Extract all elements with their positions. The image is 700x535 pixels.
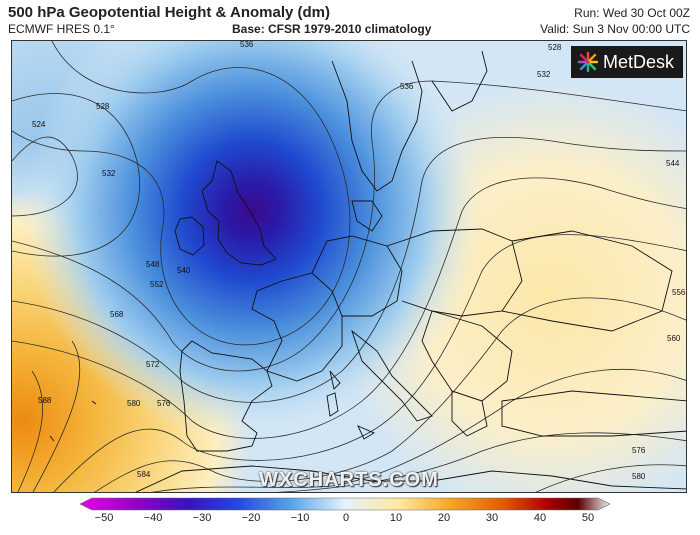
contour-label: 536	[240, 41, 254, 49]
contour-label: 584	[137, 470, 151, 479]
poland-outline	[386, 228, 523, 317]
germany-outline	[311, 235, 403, 317]
metdesk-star-logo-icon	[577, 51, 599, 73]
anomaly-colorbar	[80, 497, 610, 511]
ireland-outline	[174, 216, 205, 256]
iberia-outline	[179, 340, 273, 452]
metdesk-logo: MetDesk	[571, 46, 683, 78]
denmark-outline	[351, 200, 383, 232]
contour-label-group: 524 528 532 536 536 528 532 540 544 548 …	[32, 41, 686, 481]
turkey-outline	[501, 390, 686, 437]
colorbar-tick: 40	[533, 512, 547, 524]
base-climatology-label: Base: CFSR 1979-2010 climatology	[232, 22, 432, 36]
contour-label: 544	[666, 159, 680, 168]
italy-outline	[351, 329, 433, 422]
sardinia-outline	[326, 392, 339, 417]
colorbar-gradient	[80, 497, 610, 511]
contour-label: 576	[632, 446, 646, 455]
colorbar-tick: −30	[192, 512, 212, 524]
contour-label: 540	[177, 266, 191, 275]
contour-label: 528	[548, 43, 562, 52]
uk-low-anomaly-shading	[12, 41, 686, 492]
north-africa-coast	[135, 465, 686, 492]
contour-label: 556	[672, 288, 686, 297]
weather-map[interactable]: 524 528 532 536 536 528 532 540 544 548 …	[11, 40, 687, 493]
azores-island	[49, 435, 55, 442]
contour-label: 536	[400, 82, 414, 91]
geopotential-contours	[12, 41, 686, 492]
contour-label: 532	[102, 169, 116, 178]
contour-label: 588	[38, 396, 52, 405]
coastlines-and-borders	[49, 50, 686, 492]
corsica-outline	[329, 370, 341, 390]
contour-label: 528	[96, 102, 110, 111]
contour-label: 580	[127, 399, 141, 408]
colorbar-ticks: −50 −40 −30 −20 −10 0 10 20 30 40 50	[0, 512, 700, 530]
contour-label: 568	[110, 310, 124, 319]
contour-label: 580	[632, 472, 646, 481]
run-time-label: Run: Wed 30 Oct 00Z	[574, 6, 690, 20]
contour-label: 560	[667, 334, 681, 343]
colorbar-tick: 10	[389, 512, 403, 524]
metdesk-logo-text: MetDesk	[603, 51, 675, 72]
contour-label: 548	[146, 260, 160, 269]
chart-title: 500 hPa Geopotential Height & Anomaly (d…	[8, 4, 330, 21]
contour-label: 532	[537, 70, 551, 79]
contour-label: 552	[150, 280, 164, 289]
finland-outline	[431, 50, 488, 112]
colorbar-tick: 20	[437, 512, 451, 524]
colorbar-tick: −40	[143, 512, 163, 524]
colorbar-tick: 0	[342, 512, 350, 524]
contour-label: 572	[146, 360, 160, 369]
great-britain-outline	[201, 160, 277, 266]
colorbar-tick: −10	[290, 512, 310, 524]
sicily-outline	[357, 425, 375, 440]
colorbar-tick: −20	[241, 512, 261, 524]
colorbar-tick: 50	[581, 512, 595, 524]
model-label: ECMWF HRES 0.1°	[8, 22, 115, 36]
colorbar-tick: −50	[94, 512, 114, 524]
contour-label: 576	[157, 399, 171, 408]
valid-time-label: Valid: Sun 3 Nov 00:00 UTC	[540, 22, 690, 36]
contour-label: 524	[32, 120, 46, 129]
greece-outline	[451, 390, 488, 437]
map-canvas: 524 528 532 536 536 528 532 540 544 548 …	[12, 41, 686, 492]
ukraine-outline	[501, 230, 673, 332]
colorbar-tick: 30	[485, 512, 499, 524]
wxcharts-watermark: WXCHARTS.COM	[259, 469, 439, 491]
madeira-island	[91, 400, 97, 405]
scandinavia-outline	[331, 60, 423, 192]
